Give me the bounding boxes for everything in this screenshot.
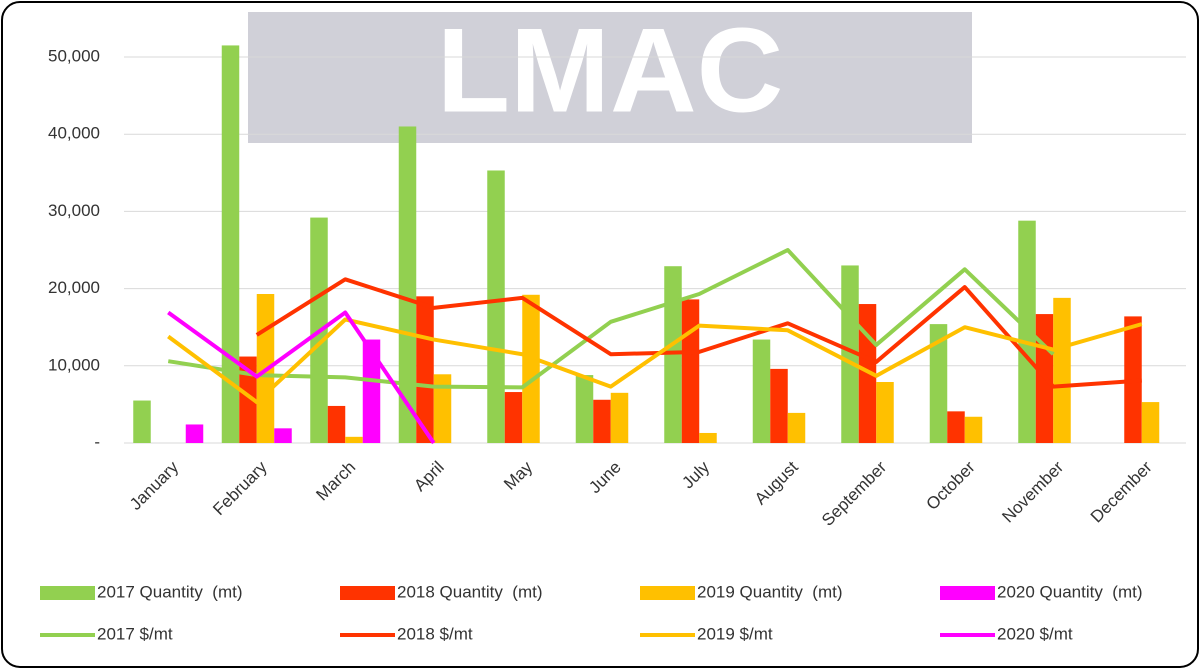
y-tick-label: 20,000 — [48, 278, 100, 297]
bar — [522, 295, 540, 443]
y-tick-label: 40,000 — [48, 124, 100, 143]
legend-label: 2018 Quantity (mt) — [397, 582, 543, 601]
bar — [434, 374, 452, 443]
bar — [753, 340, 771, 443]
bar — [593, 400, 611, 443]
bar — [611, 393, 629, 443]
bar — [682, 299, 700, 443]
bar — [345, 437, 363, 443]
bar — [876, 382, 894, 443]
bar — [328, 406, 346, 443]
bar — [699, 433, 717, 443]
bar — [947, 411, 965, 443]
legend-label: 2017 $/mt — [97, 624, 173, 643]
y-tick-label: 50,000 — [48, 46, 100, 65]
bar — [186, 424, 204, 443]
legend-swatch — [940, 586, 995, 600]
bar — [363, 340, 381, 443]
legend-swatch — [340, 586, 395, 600]
legend-label: 2020 $/mt — [997, 624, 1073, 643]
legend-label: 2019 Quantity (mt) — [697, 582, 843, 601]
bar — [505, 392, 523, 443]
chart: LMAC -10,00020,00030,00040,00050,000Janu… — [0, 0, 1201, 670]
bar — [1142, 402, 1160, 443]
legend-swatch — [640, 586, 695, 600]
legend-label: 2018 $/mt — [397, 624, 473, 643]
bar — [487, 170, 505, 443]
watermark: LMAC — [437, 4, 784, 138]
bar — [770, 369, 788, 443]
y-tick-label: 10,000 — [48, 355, 100, 374]
bar — [1053, 298, 1071, 443]
bar — [576, 375, 594, 443]
bar — [274, 428, 292, 443]
legend-label: 2020 Quantity (mt) — [997, 582, 1143, 601]
legend-label: 2017 Quantity (mt) — [97, 582, 243, 601]
legend-swatch — [40, 586, 95, 600]
legend-label: 2019 $/mt — [697, 624, 773, 643]
bar — [133, 401, 151, 443]
y-tick-label: 30,000 — [48, 201, 100, 220]
y-tick-label: - — [94, 432, 100, 451]
bar — [1018, 221, 1036, 443]
bar — [788, 413, 806, 443]
bar — [965, 417, 983, 443]
